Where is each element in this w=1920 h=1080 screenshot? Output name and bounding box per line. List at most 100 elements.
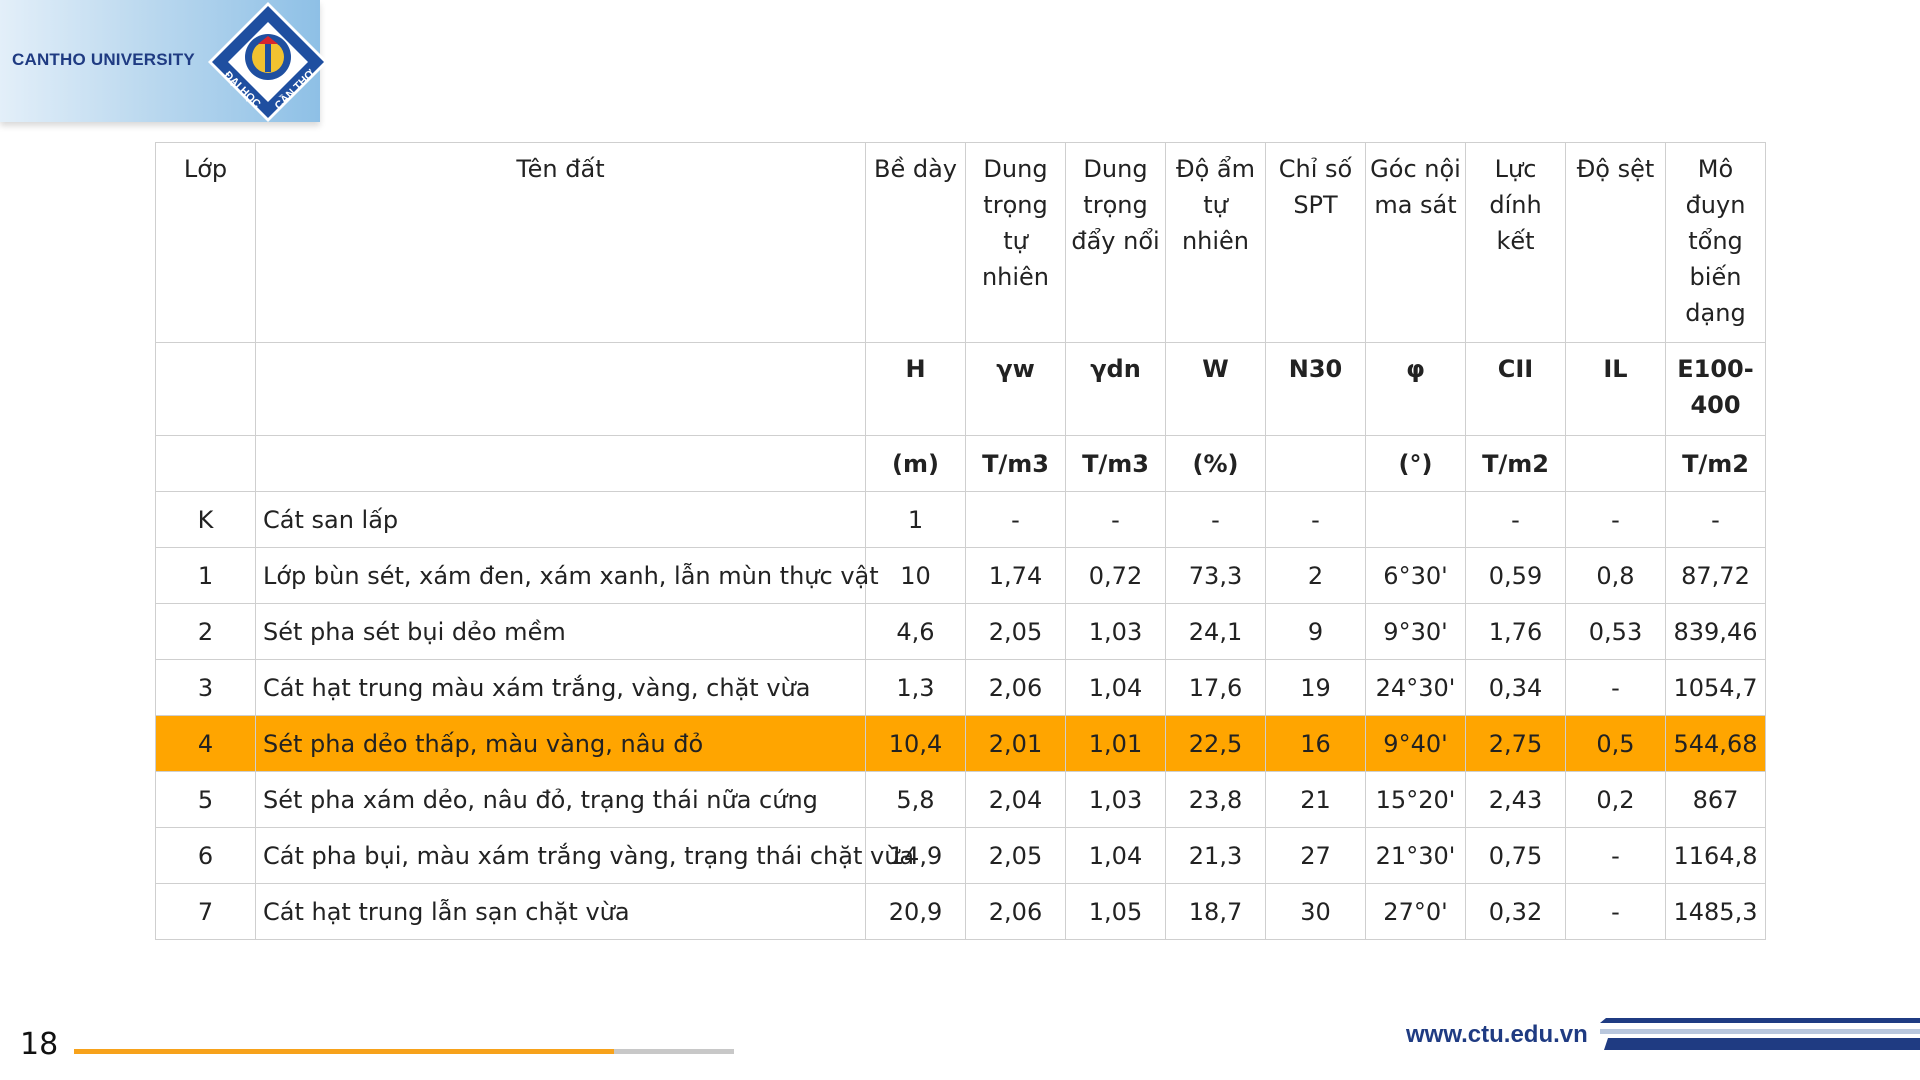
value-cell: 9 [1265, 603, 1366, 660]
page-number: 18 [20, 1027, 59, 1062]
layer-id-cell: 7 [155, 883, 256, 940]
value-cell: - [1565, 659, 1666, 716]
value-cell: - [1565, 883, 1666, 940]
symbol-cell: W [1165, 342, 1266, 436]
value-cell: - [1665, 491, 1766, 548]
value-cell: 0,34 [1465, 659, 1566, 716]
symbol-cell: φ [1365, 342, 1466, 436]
value-cell: 15°20' [1365, 771, 1466, 828]
value-cell: - [965, 491, 1066, 548]
value-cell: 20,9 [865, 883, 966, 940]
value-cell: 19 [1265, 659, 1366, 716]
unit-cell: T/m2 [1465, 435, 1566, 492]
unit-cell [1565, 435, 1666, 492]
soil-properties-table: Lớp Tên đất Bề dày Dung trọng tự nhiên D… [155, 142, 1766, 940]
table-row: 1 Lớp bùn sét, xám đen, xám xanh, lẫn mùn… [155, 547, 1766, 604]
symbol-cell [155, 342, 256, 436]
value-cell: 1,74 [965, 547, 1066, 604]
table-row: 3 Cát hạt trung màu xám trắng, vàng, chặt… [155, 659, 1766, 716]
value-cell: 22,5 [1165, 715, 1266, 772]
value-cell: 14,9 [865, 827, 966, 884]
value-cell: 5,8 [865, 771, 966, 828]
value-cell: 1 [865, 491, 966, 548]
value-cell: 21°30' [1365, 827, 1466, 884]
symbol-cell [255, 342, 866, 436]
layer-id-cell: 3 [155, 659, 256, 716]
value-cell: 1054,7 [1665, 659, 1766, 716]
value-cell: 1164,8 [1665, 827, 1766, 884]
layer-id-cell: 5 [155, 771, 256, 828]
university-name: CANTHO UNIVERSITY [12, 50, 195, 69]
value-cell: 10,4 [865, 715, 966, 772]
value-cell: 21,3 [1165, 827, 1266, 884]
value-cell: - [1065, 491, 1166, 548]
value-cell: 1,01 [1065, 715, 1166, 772]
value-cell: 1,3 [865, 659, 966, 716]
header-cell: Mô đuyn tổng biến dạng [1665, 142, 1766, 343]
value-cell: 17,6 [1165, 659, 1266, 716]
value-cell: 9°30' [1365, 603, 1466, 660]
slide-progress-fill [74, 1049, 614, 1054]
symbol-cell: N30 [1265, 342, 1366, 436]
value-cell: 0,32 [1465, 883, 1566, 940]
value-cell: 2,75 [1465, 715, 1566, 772]
value-cell: 2,06 [965, 883, 1066, 940]
header-cell: Bề dày [865, 142, 966, 343]
footer-stripes-decoration [1600, 1018, 1920, 1050]
table-row: 6 Cát pha bụi, màu xám trắng vàng, trạng … [155, 827, 1766, 884]
symbol-cell: E100-400 [1665, 342, 1766, 436]
symbol-cell: IL [1565, 342, 1666, 436]
unit-cell [1265, 435, 1366, 492]
layer-id-cell: K [155, 491, 256, 548]
header-cell: Dung trọng đẩy nổi [1065, 142, 1166, 343]
value-cell: 1,76 [1465, 603, 1566, 660]
header-cell: Độ sệt [1565, 142, 1666, 343]
value-cell: 2 [1265, 547, 1366, 604]
value-cell: 21 [1265, 771, 1366, 828]
value-cell: 2,43 [1465, 771, 1566, 828]
value-cell: 6°30' [1365, 547, 1466, 604]
value-cell: 4,6 [865, 603, 966, 660]
soil-name-cell: Cát pha bụi, màu xám trắng vàng, trạng t… [255, 827, 914, 884]
header-cell: Dung trọng tự nhiên [965, 142, 1066, 343]
value-cell: 544,68 [1665, 715, 1766, 772]
table-header-row: Lớp Tên đất Bề dày Dung trọng tự nhiên D… [155, 142, 1766, 343]
soil-name-cell: Cát hạt trung lẫn sạn chặt vừa [255, 883, 866, 940]
layer-id-cell: 1 [155, 547, 256, 604]
table-row: 7 Cát hạt trung lẫn sạn chặt vừa 20,9 2,06 1… [155, 883, 1766, 940]
layer-id-cell: 2 [155, 603, 256, 660]
value-cell: 2,05 [965, 827, 1066, 884]
unit-cell: T/m2 [1665, 435, 1766, 492]
value-cell: 87,72 [1665, 547, 1766, 604]
value-cell: 2,06 [965, 659, 1066, 716]
unit-cell: (°) [1365, 435, 1466, 492]
table-row: K Cát san lấp 1- - - - - - - [155, 491, 1766, 548]
soil-name-cell: Sét pha sét bụi dẻo mềm [255, 603, 866, 660]
soil-name-cell: Cát hạt trung màu xám trắng, vàng, chặt … [255, 659, 866, 716]
value-cell: 9°40' [1365, 715, 1466, 772]
soil-name-cell: Sét pha dẻo thấp, màu vàng, nâu đỏ [255, 715, 866, 772]
unit-cell: (%) [1165, 435, 1266, 492]
value-cell: 0,2 [1565, 771, 1666, 828]
value-cell: 2,04 [965, 771, 1066, 828]
value-cell: 30 [1265, 883, 1366, 940]
value-cell: 0,75 [1465, 827, 1566, 884]
table-row: 2 Sét pha sét bụi dẻo mềm 4,6 2,05 1,03 24,1 9… [155, 603, 1766, 660]
value-cell: 1485,3 [1665, 883, 1766, 940]
symbol-cell: CII [1465, 342, 1566, 436]
header-cell: Độ ẩm tự nhiên [1165, 142, 1266, 343]
value-cell: 1,04 [1065, 827, 1166, 884]
value-cell: - [1565, 827, 1666, 884]
value-cell: - [1165, 491, 1266, 548]
soil-name-cell: Cát san lấp [255, 491, 866, 548]
value-cell: 839,46 [1665, 603, 1766, 660]
layer-id-cell: 6 [155, 827, 256, 884]
value-cell: 1,03 [1065, 771, 1166, 828]
value-cell: 2,05 [965, 603, 1066, 660]
table-symbol-row: H γw γdn W N30 φ CII IL E100-400 [155, 342, 1766, 436]
layer-id-cell: 4 [155, 715, 256, 772]
value-cell: 1,05 [1065, 883, 1166, 940]
value-cell: 867 [1665, 771, 1766, 828]
header-cell: Chỉ số SPT [1265, 142, 1366, 343]
website-url: www.ctu.edu.vn [1406, 1021, 1588, 1048]
